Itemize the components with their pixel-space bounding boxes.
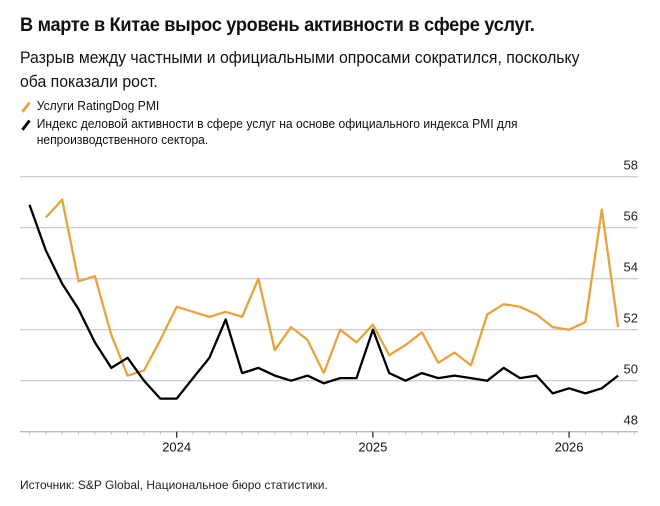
chart-subtitle: Разрыв между частными и официальными опр… — [20, 48, 580, 91]
y-tick-label: 50 — [624, 362, 638, 377]
y-tick-label: 48 — [624, 413, 638, 428]
x-tick-label: 2024 — [162, 440, 191, 455]
x-tick-label: 2026 — [555, 440, 584, 455]
x-tick-label: 2025 — [358, 440, 387, 455]
series-line-ratingdog — [45, 198, 620, 377]
chart-title: В марте в Китае вырос уровень активности… — [20, 14, 535, 36]
series-line-official — [28, 204, 619, 400]
y-tick-label: 52 — [624, 311, 638, 326]
legend-swatch-orange — [20, 101, 31, 113]
source-note: Источник: S&P Global, Национальное бюро … — [20, 478, 328, 492]
line-chart: 48 50 52 54 56 58 2024 2025 2026 — [20, 158, 638, 455]
y-tick-label: 58 — [624, 158, 638, 173]
legend-label: Индекс деловой активности в сфере услуг … — [36, 116, 518, 147]
y-tick-label: 56 — [624, 209, 638, 224]
legend-item-ratingdog: Услуги RatingDog PMI — [20, 98, 160, 114]
legend-label: Услуги RatingDog PMI — [36, 98, 160, 113]
y-tick-label: 54 — [624, 260, 638, 275]
legend-swatch-black — [20, 119, 31, 131]
legend-item-official: Индекс деловой активности в сфере услуг … — [20, 116, 660, 148]
